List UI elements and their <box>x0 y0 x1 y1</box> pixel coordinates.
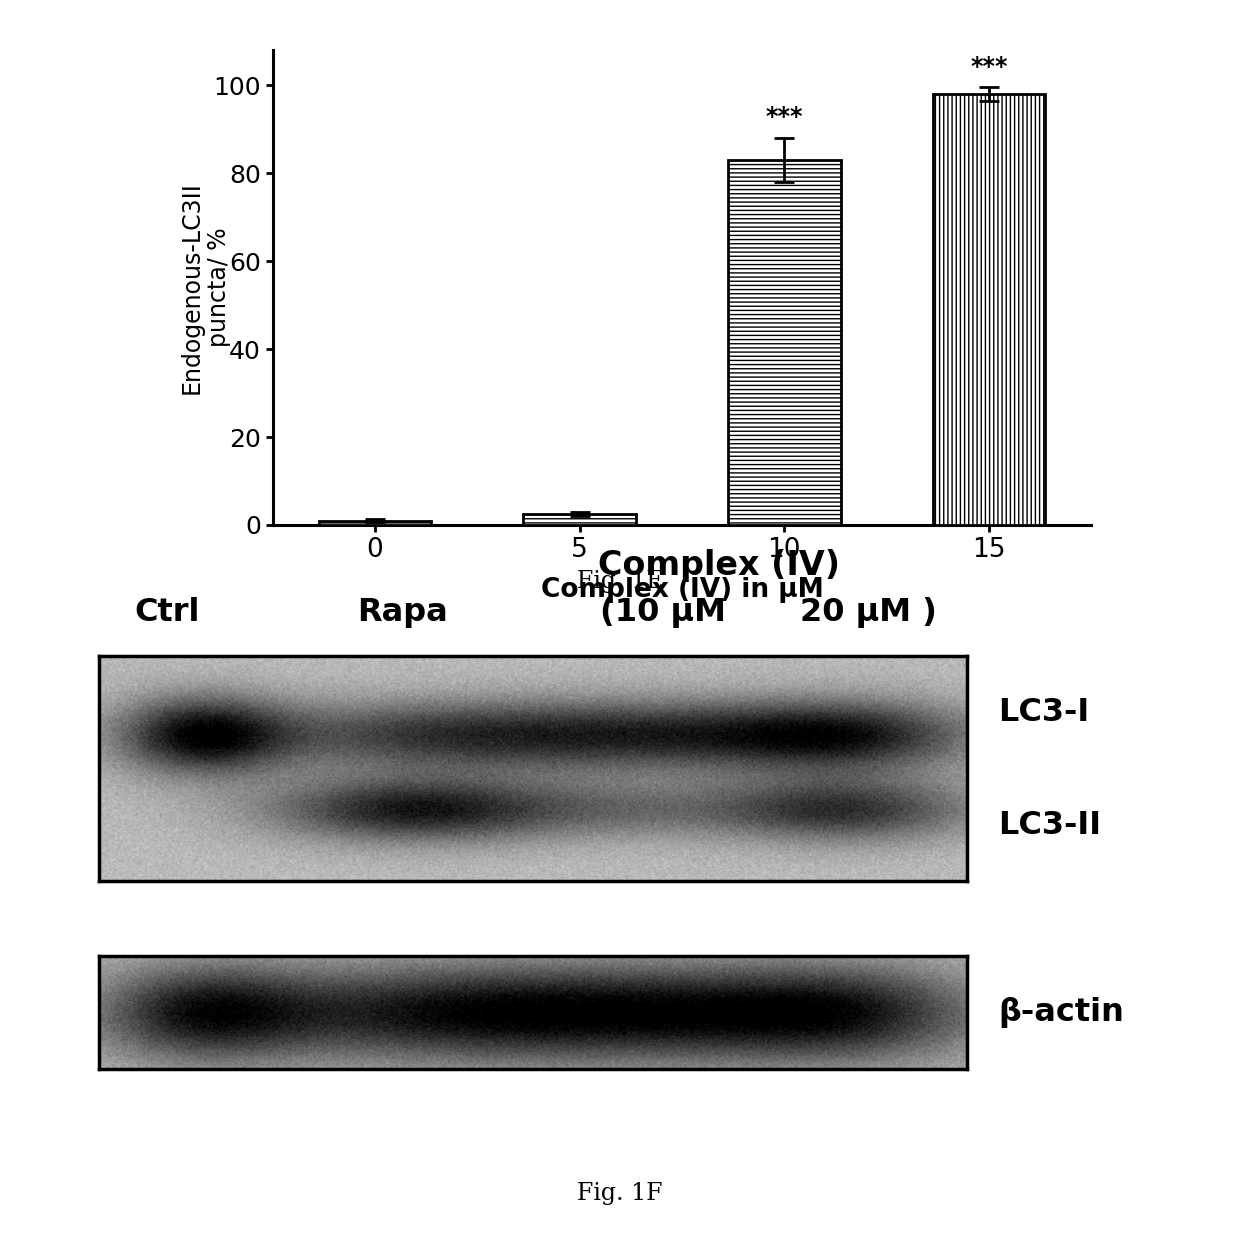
Text: ***: *** <box>970 55 1008 79</box>
Text: (10 μM: (10 μM <box>600 598 727 628</box>
Text: Rapa: Rapa <box>357 598 449 628</box>
Text: Ctrl: Ctrl <box>135 598 200 628</box>
Text: ***: *** <box>765 105 804 129</box>
Y-axis label: Endogenous-LC3II
puncta/ %: Endogenous-LC3II puncta/ % <box>179 181 231 394</box>
Text: Fig. 1E: Fig. 1E <box>577 570 663 592</box>
Text: Complex (IV): Complex (IV) <box>598 549 841 581</box>
Bar <box>319 520 432 525</box>
Bar <box>932 94 1045 525</box>
X-axis label: Complex (IV) in μM: Complex (IV) in μM <box>541 576 823 602</box>
Text: β-actin: β-actin <box>998 998 1125 1028</box>
Text: LC3-I: LC3-I <box>998 698 1090 728</box>
Text: 20 μM ): 20 μM ) <box>800 598 936 628</box>
Text: Fig. 1F: Fig. 1F <box>577 1182 663 1205</box>
Bar <box>728 160 841 525</box>
Bar <box>523 514 636 525</box>
Text: LC3-II: LC3-II <box>998 810 1101 840</box>
